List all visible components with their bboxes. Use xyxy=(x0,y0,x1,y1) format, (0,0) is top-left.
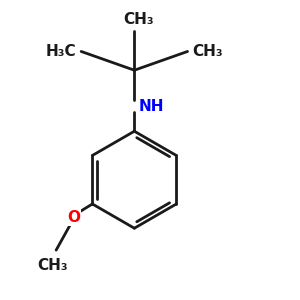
Text: H₃C: H₃C xyxy=(46,44,76,59)
Text: CH₃: CH₃ xyxy=(192,44,223,59)
Text: CH₃: CH₃ xyxy=(38,258,68,273)
Text: NH: NH xyxy=(139,99,164,114)
Text: O: O xyxy=(67,210,80,225)
Text: CH₃: CH₃ xyxy=(124,12,154,27)
